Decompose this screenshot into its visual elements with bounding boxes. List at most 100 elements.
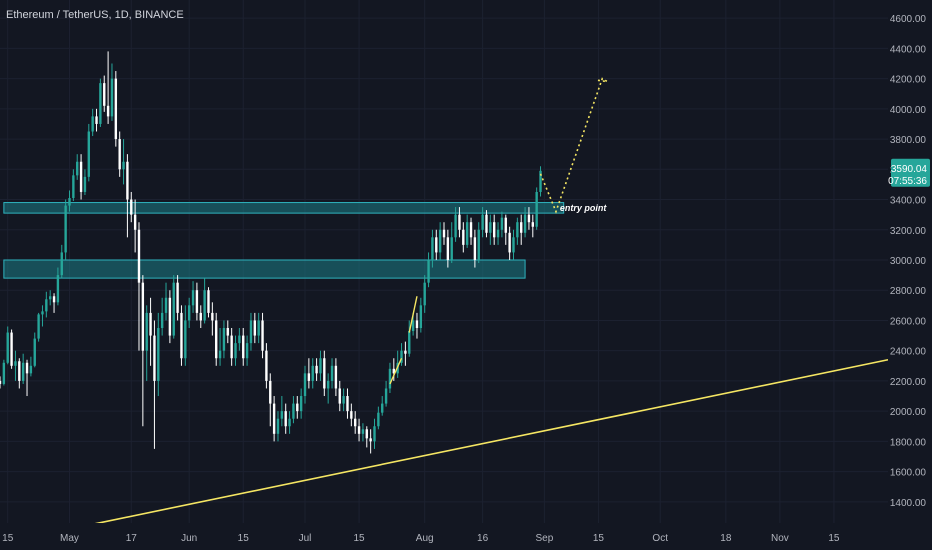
price-tick-label: 3400.00 (890, 196, 927, 207)
time-tick-label: Jun (181, 533, 197, 544)
candle-body (504, 217, 507, 233)
candle-body (269, 380, 272, 404)
candle-body (180, 312, 183, 359)
candle-body (292, 403, 295, 419)
candle-body (462, 229, 465, 245)
candle-body (52, 296, 56, 303)
price-tick-label: 4600.00 (890, 14, 927, 25)
candle-body (458, 214, 461, 230)
candle-body (91, 116, 94, 132)
candle-body (435, 237, 438, 253)
candle-body (442, 229, 446, 238)
countdown-label: 07:55:36 (888, 176, 927, 187)
candle-body (319, 358, 322, 374)
time-tick-label: 15 (593, 533, 605, 544)
candle-body (492, 222, 496, 238)
candle-body (361, 429, 365, 434)
candle-body (373, 426, 376, 442)
candle-body (334, 365, 338, 389)
current-price-label: 3590.04 (891, 164, 928, 175)
candle-body (257, 320, 260, 336)
time-tick-label: 15 (353, 533, 365, 544)
candle-body (137, 229, 141, 283)
candle-body (157, 328, 160, 381)
candle-body (419, 305, 423, 329)
candle-body (130, 199, 133, 215)
time-tick-label: 16 (477, 533, 489, 544)
candle-body (45, 299, 48, 312)
candle-body (230, 335, 233, 359)
candle-body (485, 214, 488, 233)
ascending-trendline (69, 358, 889, 530)
price-tick-label: 2200.00 (890, 377, 927, 388)
price-tick-label: 3800.00 (890, 135, 927, 146)
candle-body (95, 116, 98, 124)
candle-body (218, 350, 222, 359)
candle-body (160, 312, 164, 329)
price-tick-label: 1400.00 (890, 498, 927, 509)
candle-body (539, 170, 542, 192)
candle-body (168, 297, 172, 336)
candle-body (145, 312, 148, 351)
candle-body (10, 332, 13, 366)
candle-body (18, 361, 21, 381)
candle-body (377, 412, 380, 427)
candle-body (477, 229, 480, 260)
candle-body (37, 314, 40, 339)
candle-body (404, 350, 407, 354)
candle-body (261, 320, 264, 351)
candle-body (83, 176, 87, 192)
candle-body (303, 373, 307, 397)
drawing-line (408, 296, 418, 333)
candle-body (184, 320, 187, 359)
candle-body (311, 365, 314, 381)
candle-body (369, 438, 372, 442)
candle-body (465, 222, 469, 245)
support-zone-1 (3, 202, 565, 214)
candle-body (76, 161, 79, 176)
candle-body (299, 396, 303, 412)
candle-body (222, 328, 226, 351)
candle-body (307, 373, 311, 381)
candle-body (48, 296, 52, 300)
time-tick-label: 15 (828, 533, 840, 544)
candle-body (211, 312, 214, 321)
candle-body (481, 214, 484, 230)
candle-body (29, 365, 33, 374)
candle-body (508, 232, 511, 253)
candle-body (489, 222, 492, 233)
time-axis (0, 523, 932, 550)
candle-body (411, 320, 415, 332)
candle-body (238, 335, 241, 344)
time-tick-label: 15 (238, 533, 250, 544)
entry-point-label: entry point (560, 203, 608, 213)
candle-body (153, 335, 156, 381)
drawing-line (389, 357, 403, 385)
candle-body (60, 252, 63, 276)
candle-body (469, 222, 473, 238)
time-tick-label: Nov (771, 533, 789, 544)
candle-body (342, 396, 345, 404)
price-tick-label: 1800.00 (890, 437, 927, 448)
projection-arrow (539, 77, 608, 214)
price-axis (888, 0, 932, 550)
candle-body (68, 198, 71, 206)
symbol-title: Ethereum / TetherUS, 1D, BINANCE (6, 9, 184, 21)
candle-body (392, 368, 396, 374)
candle-body (427, 259, 430, 283)
candle-body (187, 305, 191, 321)
candle-body (473, 237, 477, 260)
time-tick-label: 17 (126, 533, 138, 544)
candle-body (56, 275, 60, 303)
time-tick-label: Sep (535, 533, 553, 544)
price-tick-label: 3000.00 (890, 256, 927, 267)
price-tick-label: 2800.00 (890, 286, 927, 297)
candle-body (535, 191, 538, 227)
candle-body (354, 418, 357, 427)
time-tick-label: Aug (416, 533, 434, 544)
candle-body (423, 282, 426, 306)
candle-body (330, 365, 334, 381)
candle-body (315, 365, 318, 374)
